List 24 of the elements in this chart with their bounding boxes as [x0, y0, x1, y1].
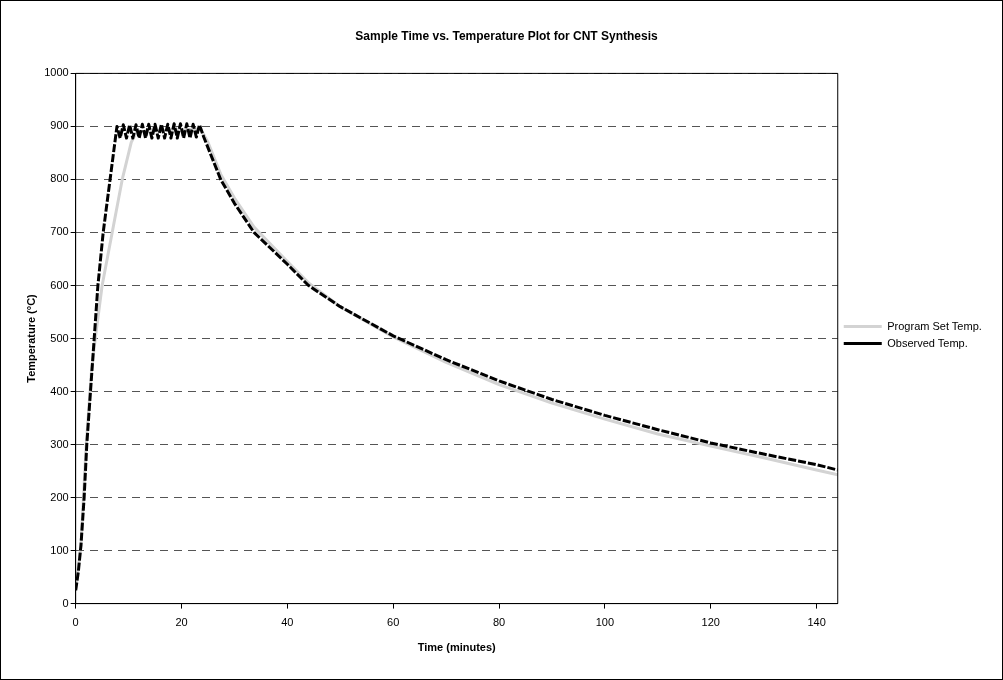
x-axis-title: Time (minutes): [417, 641, 497, 654]
y-tick-label: 1000: [44, 66, 69, 79]
x-tick-label: 60: [387, 616, 400, 629]
y-tick-label: 800: [50, 172, 69, 185]
x-tick-label: 80: [492, 616, 506, 629]
y-tick-label: 200: [50, 490, 69, 503]
x-tick-label: 40: [281, 616, 294, 629]
chart-title: Sample Time vs. Temperature Plot for CNT Synthesis: [355, 28, 658, 43]
y-axis-title: Temperature (°C): [24, 293, 37, 383]
x-tick-label: 100: [595, 616, 615, 629]
y-tick-label: 900: [50, 119, 69, 132]
legend-label: Program Set Temp.: [887, 319, 982, 332]
x-tick-label: 140: [807, 616, 826, 629]
y-tick-label: 700: [50, 225, 69, 238]
y-tick-label: 600: [50, 278, 69, 291]
y-tick-label: 100: [50, 543, 69, 556]
x-tick-label: 0: [72, 616, 79, 629]
y-tick-label: 0: [62, 596, 69, 609]
legend-label: Observed Temp.: [887, 336, 968, 349]
y-tick-label: 400: [50, 384, 69, 397]
x-tick-label: 120: [701, 616, 720, 629]
x-tick-label: 20: [175, 616, 188, 629]
y-tick-label: 500: [50, 331, 69, 344]
y-tick-label: 300: [50, 437, 69, 450]
